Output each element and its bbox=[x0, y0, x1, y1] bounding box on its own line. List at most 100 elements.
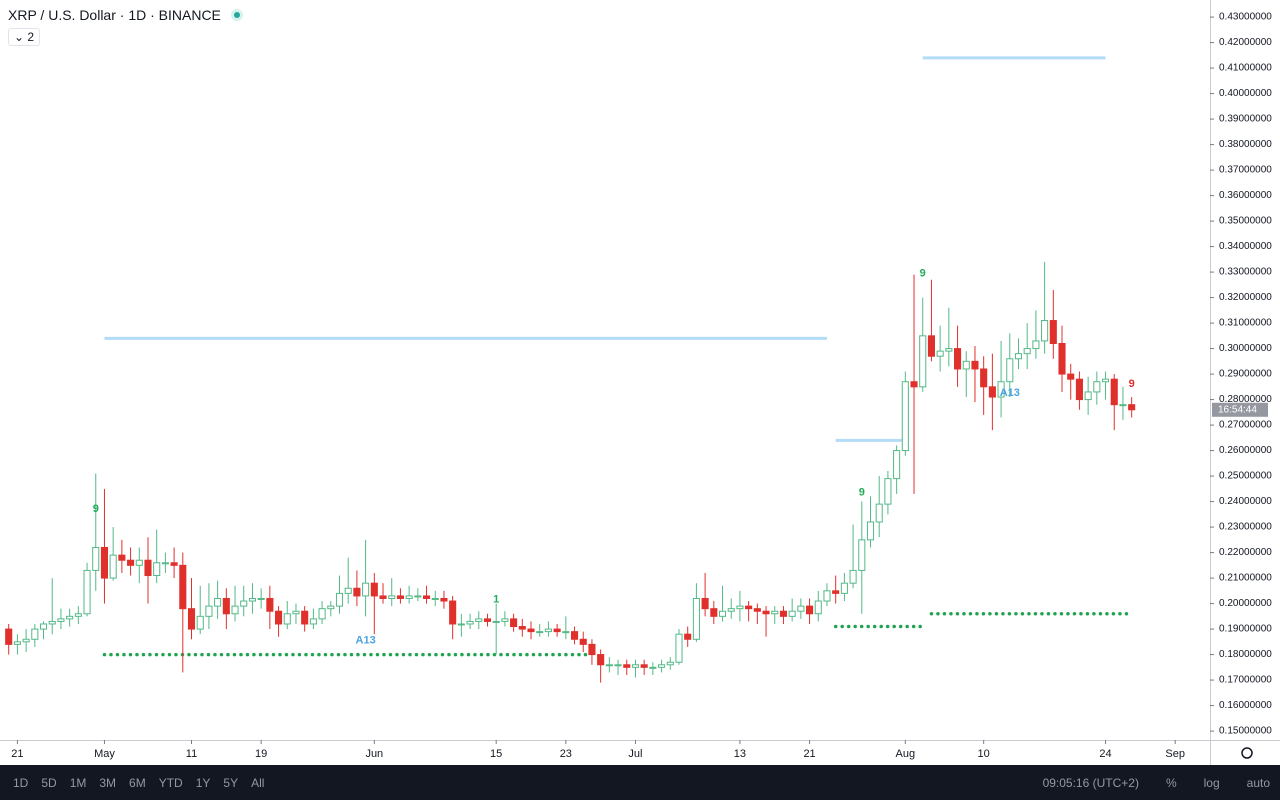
candle-body bbox=[692, 597, 700, 640]
candle-body bbox=[266, 597, 274, 612]
candle-body bbox=[327, 605, 335, 610]
y-tick-label: 0.32000000 bbox=[1219, 292, 1272, 303]
y-tick-label: 0.30000000 bbox=[1219, 343, 1272, 354]
candle-body bbox=[66, 615, 74, 620]
candle-body bbox=[945, 348, 953, 352]
candle-body bbox=[1119, 404, 1127, 407]
x-tick-label: 19 bbox=[255, 748, 267, 760]
candle-body bbox=[187, 608, 196, 630]
price-marker-label: 16:54:44 bbox=[1218, 404, 1257, 415]
scale-button[interactable]: auto bbox=[1246, 775, 1270, 790]
scale-button[interactable]: % bbox=[1165, 775, 1177, 790]
candle-body bbox=[431, 597, 439, 600]
candle-body bbox=[640, 664, 648, 668]
range-button[interactable]: YTD bbox=[158, 775, 183, 790]
x-tick-label: 15 bbox=[490, 748, 502, 760]
toolbar-right: 09:05:16 (UTC+2) % log auto bbox=[1030, 776, 1280, 790]
candle-body bbox=[362, 582, 370, 597]
y-tick-label: 0.27000000 bbox=[1219, 420, 1272, 431]
annotation: A13 bbox=[1000, 387, 1020, 399]
candle-body bbox=[205, 605, 213, 617]
candle-body bbox=[48, 620, 56, 625]
candle-body bbox=[684, 633, 692, 640]
candle-body bbox=[1058, 342, 1066, 375]
candle-body bbox=[170, 562, 178, 566]
candle-body bbox=[623, 664, 631, 668]
candle-body bbox=[814, 600, 822, 615]
range-button[interactable]: All bbox=[251, 775, 265, 790]
candle-body bbox=[658, 664, 666, 668]
x-tick-label: 21 bbox=[803, 748, 815, 760]
indicator-toggle[interactable]: ⌄ 2 bbox=[8, 28, 41, 46]
annotation: 9 bbox=[920, 267, 926, 279]
range-button[interactable]: 3M bbox=[99, 775, 117, 790]
candle-body bbox=[1084, 391, 1092, 401]
candle-body bbox=[335, 592, 344, 607]
x-tick-label: 24 bbox=[1099, 748, 1111, 760]
x-tick-label: May bbox=[94, 748, 115, 760]
y-tick-label: 0.42000000 bbox=[1219, 37, 1272, 48]
candle-body bbox=[153, 562, 161, 577]
candle-body bbox=[927, 335, 935, 357]
candle-body bbox=[832, 590, 840, 594]
candle-body bbox=[858, 539, 866, 571]
y-tick-label: 0.38000000 bbox=[1219, 139, 1272, 150]
candle-body bbox=[118, 554, 126, 561]
candle-body bbox=[1006, 358, 1014, 383]
settings-icon[interactable] bbox=[1241, 747, 1253, 759]
candle-body bbox=[1075, 378, 1083, 401]
x-tick-label: 10 bbox=[978, 748, 990, 760]
candle-body bbox=[570, 631, 579, 640]
candle-body bbox=[1101, 378, 1110, 383]
y-tick-label: 0.15000000 bbox=[1219, 726, 1272, 737]
status-dot bbox=[230, 9, 243, 21]
annotation: 9 bbox=[93, 503, 99, 515]
y-tick-label: 0.25000000 bbox=[1219, 471, 1272, 482]
scale-button[interactable]: log bbox=[1203, 775, 1220, 790]
candle-body bbox=[222, 597, 230, 615]
range-button[interactable]: 1M bbox=[69, 775, 87, 790]
candle-body bbox=[727, 608, 735, 612]
candle-body bbox=[1067, 373, 1075, 380]
candle-body bbox=[292, 610, 300, 615]
candle-body bbox=[492, 620, 500, 623]
y-tick-label: 0.41000000 bbox=[1219, 63, 1272, 74]
candle-body bbox=[144, 559, 152, 577]
candle-body bbox=[92, 546, 100, 571]
candle-body bbox=[353, 587, 361, 597]
candle-body bbox=[475, 618, 483, 622]
range-button[interactable]: 1D bbox=[13, 775, 29, 790]
candle-body bbox=[501, 618, 509, 622]
candle-body bbox=[57, 618, 65, 622]
range-button[interactable]: 6M bbox=[129, 775, 146, 790]
range-button[interactable]: 1Y bbox=[195, 775, 211, 790]
range-button[interactable]: 5Y bbox=[223, 775, 239, 790]
candle-body bbox=[544, 628, 552, 633]
candle-body bbox=[562, 631, 570, 634]
candle-body bbox=[901, 381, 909, 452]
annotation: 9 bbox=[1129, 378, 1135, 390]
y-tick-label: 0.35000000 bbox=[1219, 216, 1272, 227]
candle-body bbox=[283, 613, 291, 625]
x-tick-label: Sep bbox=[1165, 748, 1185, 760]
y-tick-label: 0.43000000 bbox=[1219, 12, 1272, 23]
candle-body bbox=[597, 654, 605, 666]
clock: 09:05:16 (UTC+2) bbox=[1042, 775, 1139, 790]
indicator-count: 2 bbox=[27, 30, 35, 44]
bottom-toolbar: 1D 5D 1M 3M 6M YTD 1Y 5Y All 09:05:16 (UTC+2) % l… bbox=[0, 765, 1280, 800]
candle-body bbox=[83, 569, 91, 615]
candle-body bbox=[954, 348, 962, 370]
candle-body bbox=[518, 626, 526, 630]
candle-body bbox=[127, 559, 135, 566]
range-button[interactable]: 5D bbox=[41, 775, 57, 790]
candle-body bbox=[370, 582, 378, 597]
candle-body bbox=[866, 521, 875, 541]
y-tick-label: 0.16000000 bbox=[1219, 700, 1272, 711]
candle-body bbox=[31, 628, 39, 640]
price-axis-bg bbox=[1210, 0, 1280, 765]
candle-body bbox=[214, 597, 222, 607]
y-tick-label: 0.29000000 bbox=[1219, 369, 1272, 380]
candle-body bbox=[39, 623, 48, 630]
y-tick-label: 0.37000000 bbox=[1219, 165, 1272, 176]
y-tick-label: 0.18000000 bbox=[1219, 649, 1272, 660]
